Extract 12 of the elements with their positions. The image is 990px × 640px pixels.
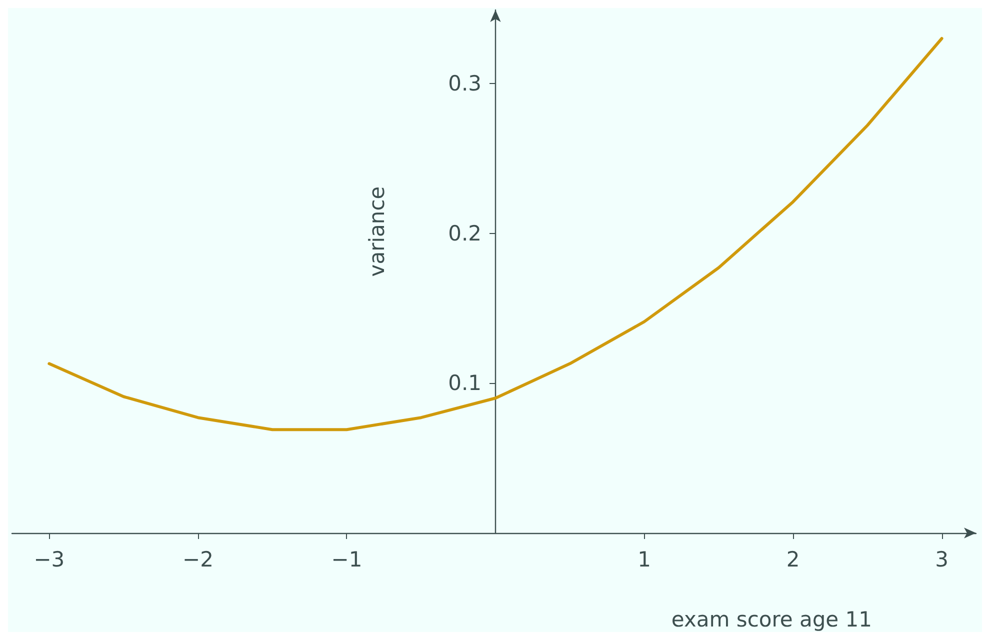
y-tick-label: 0.1 <box>448 371 482 396</box>
x-tick-label: −3 <box>34 548 65 572</box>
y-axis-title: variance <box>364 186 389 277</box>
x-axis-title: exam score age 11 <box>671 608 872 632</box>
line-series <box>48 36 944 432</box>
y-tick-label: 0.2 <box>448 221 482 246</box>
x-tick-label: −1 <box>331 548 362 572</box>
x-tick-label: 3 <box>935 548 948 572</box>
x-tick-label: 1 <box>638 548 651 572</box>
x-tick-label: 2 <box>786 548 800 572</box>
y-tick-label: 0.3 <box>448 71 482 96</box>
x-tick-label: −2 <box>182 548 214 572</box>
